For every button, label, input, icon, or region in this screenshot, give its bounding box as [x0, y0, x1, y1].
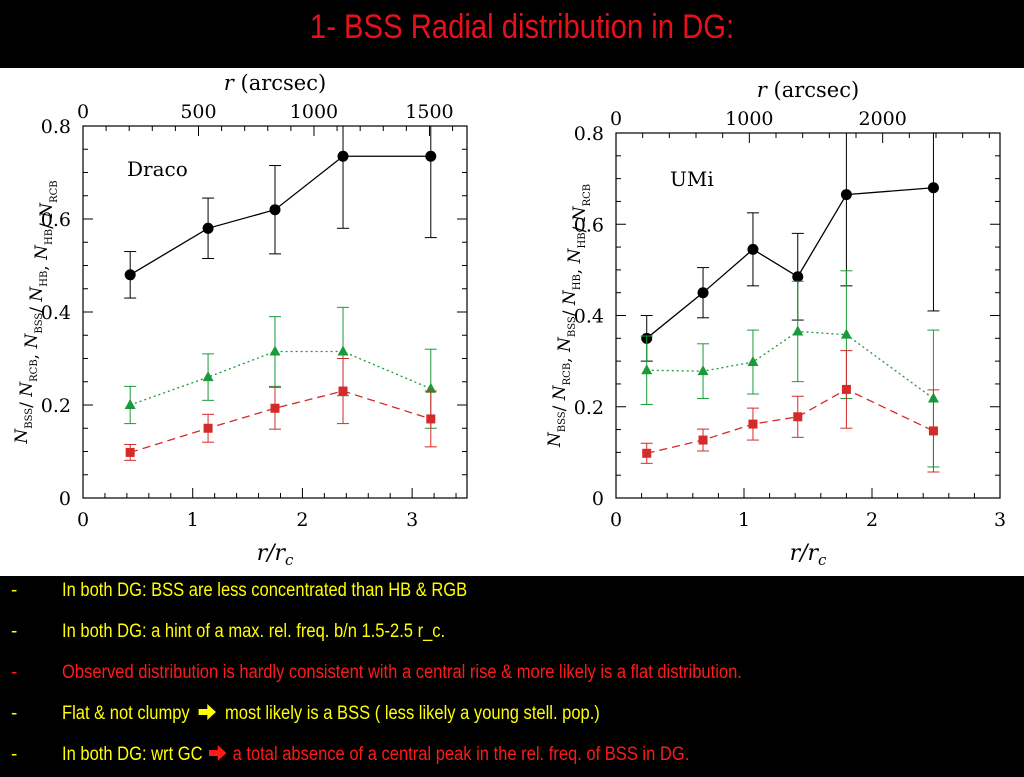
x-tick-label: 3 — [994, 509, 1006, 531]
series-circle — [124, 125, 437, 299]
bullet-dash: - — [11, 662, 18, 683]
series-line — [129, 350, 432, 406]
data-point-square — [841, 384, 851, 394]
top-x-tick-label: 2000 — [858, 108, 906, 130]
x-tick-label: 0 — [77, 509, 89, 531]
data-point-square — [125, 447, 135, 457]
data-point-square — [642, 448, 652, 458]
chart-panel-umi: 0 0.2 0.4 0.6 0.8 0 1 2 3 0 1000 2000 r (arcsec) r/rc… — [545, 78, 1006, 569]
data-point-circle — [792, 271, 804, 283]
y-tick-label: 0 — [592, 488, 604, 510]
data-point-circle — [840, 189, 852, 201]
bullet-dash: - — [11, 580, 18, 601]
data-point-triangle — [697, 365, 709, 376]
x-tick-label: 2 — [296, 509, 308, 531]
y-axis-label: NBSS/ NRCB, NBSS/ NHB, NHB/ NRCB — [545, 184, 593, 448]
y-tick-label: 0.4 — [41, 302, 71, 324]
x-tick-label: 1 — [738, 509, 750, 531]
data-point-circle — [202, 222, 214, 234]
series-line — [646, 388, 934, 454]
series-triangle — [640, 270, 940, 468]
series-line — [129, 390, 431, 454]
y-tick-label: 0 — [59, 488, 71, 510]
top-x-tick-label: 1000 — [290, 101, 338, 123]
data-point-square — [928, 426, 938, 436]
data-point-triangle — [269, 345, 281, 356]
top-x-tick-label: 1000 — [725, 108, 773, 130]
y-tick-label: 0.8 — [574, 123, 604, 145]
bullet-text: most likely is a BSS ( less likely a you… — [224, 703, 600, 724]
bullet-item: - In both DG: wrt GC a total absence of … — [0, 741, 1024, 777]
data-point-circle — [269, 204, 281, 216]
top-x-tick-label: 0 — [77, 101, 89, 123]
x-axis-label: r/rc — [790, 541, 827, 569]
y-tick-label: 0.2 — [41, 395, 71, 417]
bullet-item: - Observed distribution is hardly consis… — [0, 659, 1024, 695]
bullet-dash: - — [11, 744, 18, 765]
bullet-text: a total absence of a central peak in the… — [232, 744, 690, 765]
series-line — [646, 187, 934, 339]
data-point-square — [698, 435, 708, 445]
data-point-triangle — [840, 328, 852, 339]
bullet-text: In both DG: wrt GC — [62, 744, 203, 765]
data-point-triangle — [641, 364, 653, 375]
bullet-text: Observed distribution is hardly consiste… — [62, 662, 742, 683]
data-point-triangle — [425, 382, 437, 393]
series-triangle — [124, 306, 437, 429]
bullet-item: - In both DG: BSS are less concentrated … — [0, 577, 1024, 613]
data-point-square — [203, 423, 213, 433]
chart-panel-draco: 0 0.2 0.4 0.6 0.8 0 1 2 3 0 500 1000 1500 r (arcsec) r… — [12, 71, 468, 569]
data-point-triangle — [202, 371, 214, 382]
right-arrow-icon — [208, 741, 227, 769]
bullet-item: - Flat & not clumpy most likely is a BSS… — [0, 700, 1024, 736]
x-tick-label: 1 — [187, 509, 199, 531]
panel-label: UMi — [670, 167, 714, 191]
bullet-text: In both DG: BSS are less concentrated th… — [62, 580, 468, 601]
x-tick-label: 0 — [610, 509, 622, 531]
data-point-triangle — [792, 325, 804, 336]
y-tick-label: 0.2 — [574, 397, 604, 419]
data-point-square — [338, 386, 348, 396]
panel-label: Draco — [127, 157, 188, 181]
data-point-circle — [747, 243, 759, 255]
bullet-list: - In both DG: BSS are less concentrated … — [0, 576, 1024, 768]
data-point-circle — [927, 182, 939, 194]
x-tick-label: 2 — [866, 509, 878, 531]
y-tick-label: 0.6 — [574, 214, 604, 236]
data-point-circle — [697, 287, 709, 299]
x-tick-label: 3 — [406, 509, 418, 531]
x-axis-label: r/rc — [257, 541, 294, 569]
y-tick-label: 0.6 — [41, 209, 71, 231]
data-point-triangle — [124, 399, 136, 409]
data-point-circle — [425, 150, 437, 162]
y-axis-label: NBSS/ NRCB, NBSS/ NHB, NHB/ NRCB — [12, 180, 60, 444]
data-point-square — [270, 403, 280, 413]
bullet-item: - In both DG: a hint of a max. rel. freq… — [0, 618, 1024, 654]
figure-panel: 0 0.2 0.4 0.6 0.8 0 1 2 3 0 500 1000 1500 r (arcsec) r… — [0, 68, 1024, 576]
data-point-circle — [124, 269, 136, 281]
top-axis-label: r (arcsec) — [224, 71, 326, 95]
series-square — [640, 350, 940, 473]
data-point-square — [426, 414, 436, 424]
bullet-text: Flat & not clumpy — [62, 703, 190, 724]
data-point-square — [793, 412, 803, 422]
data-point-triangle — [337, 345, 349, 356]
data-point-circle — [337, 150, 349, 162]
y-tick-label: 0.4 — [574, 306, 604, 328]
bullet-dash: - — [11, 621, 18, 642]
top-x-tick-label: 500 — [180, 101, 216, 123]
top-x-tick-label: 1500 — [405, 101, 453, 123]
right-arrow-icon — [198, 700, 217, 728]
bullet-text: In both DG: a hint of a max. rel. freq. … — [62, 621, 446, 642]
series-line — [646, 330, 934, 400]
y-tick-label: 0.8 — [41, 116, 71, 138]
top-x-tick-label: 0 — [610, 108, 622, 130]
series-square — [124, 358, 437, 461]
data-point-square — [748, 419, 758, 429]
slide-title: 1- BSS Radial distribution in DG: — [309, 8, 735, 46]
data-point-triangle — [747, 356, 759, 367]
bullet-dash: - — [11, 703, 18, 724]
top-axis-label: r (arcsec) — [757, 78, 859, 102]
